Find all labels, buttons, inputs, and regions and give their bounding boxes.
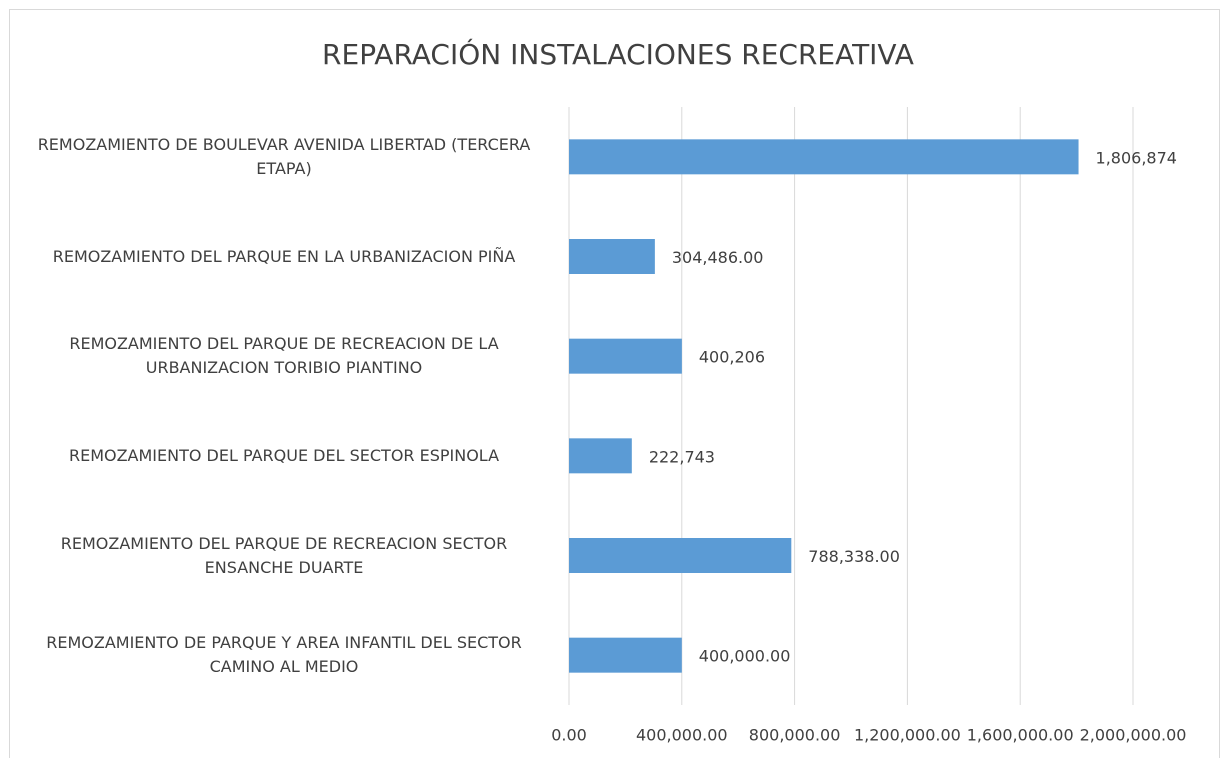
chart-frame	[9, 9, 1220, 758]
x-tick-label: 1,600,000.00	[967, 726, 1074, 745]
bar	[569, 338, 682, 374]
x-tick-label: 2,000,000.00	[1080, 726, 1187, 745]
bar	[569, 637, 682, 673]
x-tick-label: 800,000.00	[749, 726, 841, 745]
bar	[569, 139, 1079, 175]
data-label: 400,000.00	[699, 647, 791, 666]
y-tick-label: REMOZAMIENTO DEL PARQUE DEL SECTOR ESPIN…	[68, 445, 500, 465]
data-label: 400,206	[699, 348, 765, 367]
x-tick-label: 0.00	[551, 726, 587, 745]
y-tick-label: REMOZAMIENTO DEL PARQUE EN LA URBANIZACI…	[52, 246, 516, 266]
y-tick-label: REMOZAMIENTO DE BOULEVAR AVENIDA LIBERTA…	[37, 134, 531, 178]
data-label: 788,338.00	[808, 547, 900, 566]
bar	[569, 239, 655, 274]
x-tick-label: 400,000.00	[636, 726, 728, 745]
data-label: 1,806,874	[1096, 148, 1177, 167]
x-tick-label: 1,200,000.00	[854, 726, 961, 745]
y-tick-label: REMOZAMIENTO DEL PARQUE DE RECREACION DE…	[69, 334, 499, 378]
data-label: 304,486.00	[672, 248, 764, 267]
y-tick-label: REMOZAMIENTO DE PARQUE Y AREA INFANTIL D…	[46, 633, 522, 677]
data-label: 222,743	[649, 447, 715, 466]
y-tick-label: REMOZAMIENTO DEL PARQUE DE RECREACION SE…	[60, 533, 508, 577]
chart-title: REPARACIÓN INSTALACIONES RECREATIVA	[322, 37, 914, 71]
bar	[569, 438, 632, 474]
bar	[569, 538, 792, 573]
